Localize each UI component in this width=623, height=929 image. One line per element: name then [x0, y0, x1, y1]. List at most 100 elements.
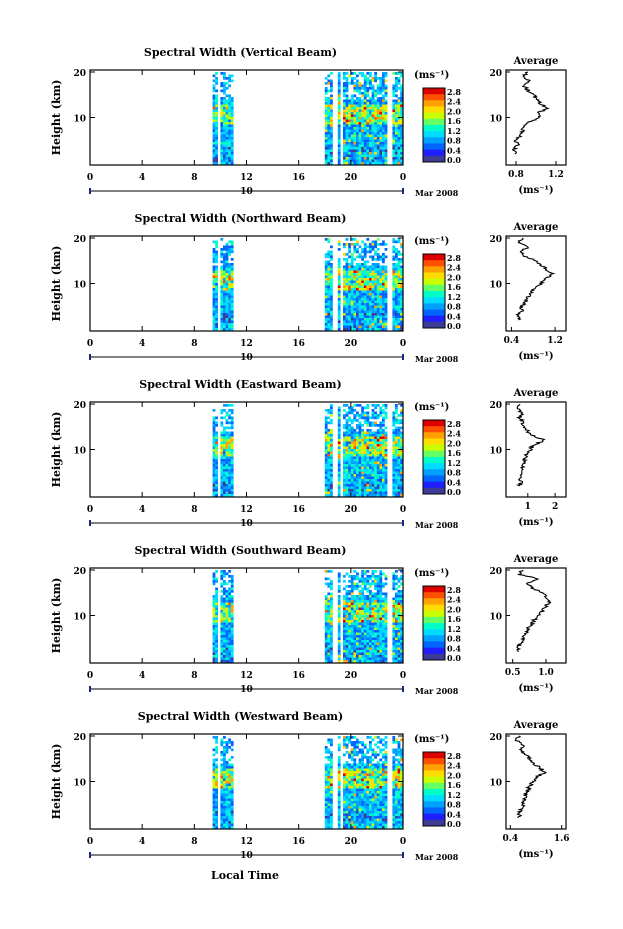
heatmap-cell	[220, 597, 224, 601]
heatmap-cell	[369, 627, 372, 631]
heatmap-cell	[395, 446, 398, 450]
heatmap-cell	[225, 439, 229, 442]
heatmap-cell	[376, 305, 380, 309]
heatmap-cell	[215, 268, 218, 271]
heatmap-cell	[363, 147, 367, 150]
heatmap-cell	[330, 650, 333, 653]
heatmap-cell	[228, 592, 231, 596]
heatmap-cell	[348, 741, 351, 744]
heatmap-cell	[324, 97, 328, 100]
heatmap-cell	[348, 738, 351, 742]
heatmap-cell	[361, 612, 364, 616]
heatmap-cell	[327, 127, 331, 130]
heatmap-cell	[350, 313, 354, 316]
heatmap-cell	[324, 582, 328, 586]
heatmap-cell	[343, 303, 346, 306]
heatmap-cell	[379, 275, 383, 279]
heatmap-cell	[376, 481, 380, 485]
heatmap-cell	[225, 421, 229, 425]
heatmap-cell	[395, 617, 398, 621]
heatmap-cell	[363, 114, 367, 118]
heatmap-cell	[223, 572, 226, 576]
heatmap-cell	[348, 484, 351, 487]
heatmap-cell	[356, 582, 359, 586]
heatmap-cell	[384, 431, 388, 435]
heatmap-cell	[392, 129, 396, 133]
heatmap-cell	[361, 464, 364, 467]
heatmap-cell	[358, 426, 362, 430]
colorbar-swatch	[423, 598, 445, 605]
heatmap-cell	[228, 456, 231, 460]
heatmap-cell	[353, 325, 357, 329]
heatmap-cell	[400, 481, 403, 485]
heatmap-cell	[384, 107, 388, 110]
heatmap-cell	[363, 97, 367, 100]
heatmap-cell	[369, 315, 372, 319]
heatmap-cell	[225, 823, 229, 827]
heatmap-cell	[327, 268, 331, 271]
heatmap-cell	[337, 315, 341, 319]
heatmap-cell	[228, 295, 231, 299]
heatmap-cell	[330, 627, 333, 631]
heatmap-cell	[223, 129, 226, 133]
heatmap-cell	[350, 328, 354, 331]
heatmap-cell	[230, 258, 234, 261]
heatmap-cell	[230, 127, 234, 130]
colorbar-swatch	[423, 604, 445, 611]
heatmap-cell	[369, 127, 372, 130]
heatmap-cell	[324, 577, 328, 581]
heatmap-cell	[223, 77, 226, 80]
heatmap-cell	[230, 607, 234, 611]
heatmap-cell	[230, 476, 234, 480]
heatmap-cell	[384, 129, 388, 133]
heatmap-cell	[400, 285, 403, 289]
heatmap-cell	[384, 454, 388, 457]
heatmap-cell	[223, 92, 226, 95]
heatmap-cell	[230, 320, 234, 324]
heatmap-cell	[215, 474, 218, 477]
heatmap-cell	[384, 461, 388, 465]
heatmap-cell	[220, 102, 224, 105]
heatmap-cell	[212, 431, 216, 435]
heatmap-cell	[343, 456, 346, 460]
heatmap-cell	[343, 781, 346, 784]
heatmap-cell	[392, 456, 396, 460]
heatmap-cell	[228, 446, 231, 450]
heatmap-cell	[376, 645, 380, 648]
heatmap-cell	[348, 162, 351, 165]
heatmap-cell	[384, 595, 388, 598]
heatmap-cell	[337, 142, 341, 145]
y-axis-label: Height (km)	[50, 80, 63, 156]
heatmap-cell	[348, 751, 351, 754]
heatmap-cell	[324, 605, 328, 608]
heatmap-cell	[395, 471, 398, 475]
heatmap-cell	[361, 152, 364, 155]
heatmap-cell	[225, 803, 229, 807]
heatmap-cell	[327, 154, 331, 158]
heatmap-cell	[384, 484, 388, 487]
heatmap-cell	[400, 642, 403, 646]
heatmap-cell	[225, 446, 229, 450]
heatmap-cell	[212, 811, 216, 814]
heatmap-cell	[230, 270, 234, 274]
heatmap-cell	[395, 484, 398, 487]
heatmap-cell	[220, 124, 224, 128]
heatmap-cell	[337, 756, 341, 759]
heatmap-cell	[353, 328, 357, 331]
heatmap-cell	[225, 285, 229, 289]
heatmap-cell	[350, 773, 354, 777]
heatmap-cell	[212, 154, 216, 158]
heatmap-cell	[225, 127, 229, 130]
heatmap-cell	[215, 607, 218, 611]
heatmap-cell	[371, 104, 375, 108]
heatmap-cell	[348, 406, 351, 410]
heatmap-cell	[379, 77, 383, 80]
heatmap-cell	[343, 454, 346, 457]
heatmap-cell	[337, 587, 341, 591]
heatmap-cell	[228, 632, 231, 636]
heatmap-cell	[343, 823, 346, 827]
heatmap-cell	[353, 409, 357, 412]
heatmap-cell	[353, 494, 357, 497]
heatmap-cell	[350, 768, 354, 772]
heatmap-cell	[366, 132, 370, 135]
